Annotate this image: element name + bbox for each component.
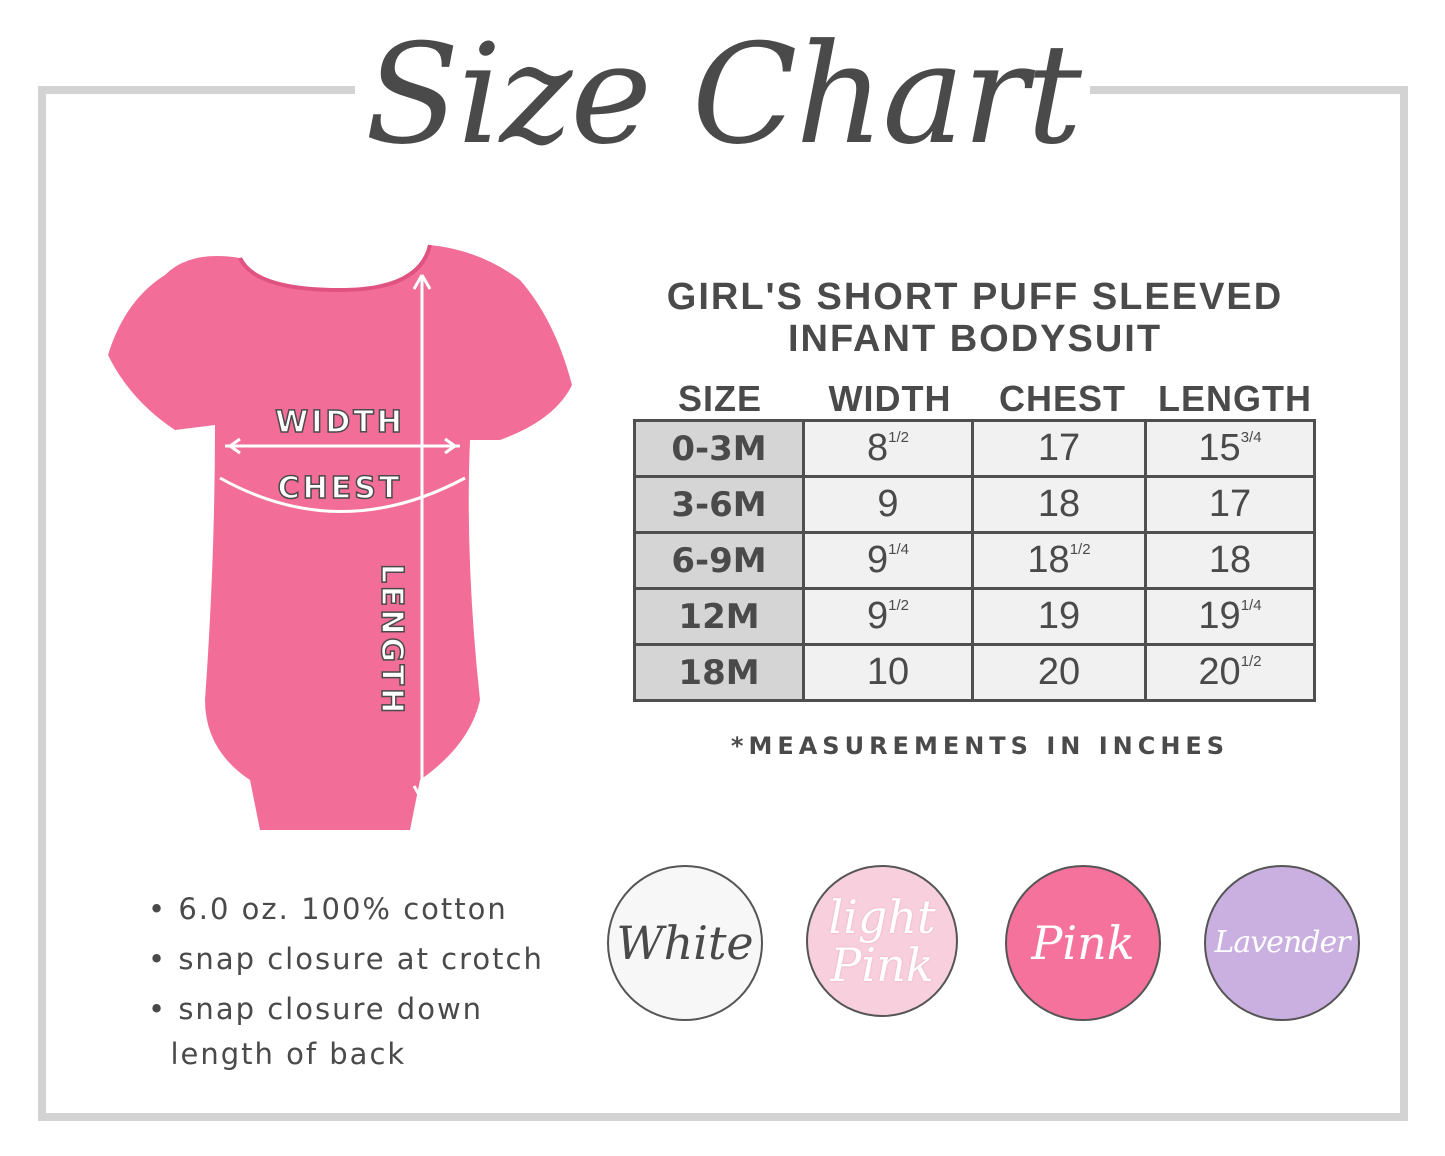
bodysuit-shape <box>108 245 572 830</box>
size-table: 0-3M 81/2 17 153/4 3-6M 9 18 17 6-9M 91/4 181/2 18 1… <box>633 419 1316 702</box>
header-length: LENGTH <box>1158 378 1312 419</box>
width-cell: 9 <box>802 475 974 534</box>
width-cell: 81/2 <box>802 419 974 478</box>
value-whole: 17 <box>1208 483 1252 525</box>
length-label: LENGTH <box>374 564 409 716</box>
feature-item: • snap closure down <box>148 992 484 1026</box>
value-whole: 18 <box>1027 539 1070 581</box>
color-name: Lavender <box>1214 925 1350 960</box>
value-whole: 9 <box>877 483 899 525</box>
color-name: Pink <box>1031 916 1135 970</box>
header-size: SIZE <box>677 378 762 419</box>
table-row: 6-9M 91/4 181/2 18 <box>633 531 1316 590</box>
feature-item: • 6.0 oz. 100% cotton <box>148 892 508 926</box>
product-title-line-2: INFANT BODYSUIT <box>787 318 1163 360</box>
feature-list: • 6.0 oz. 100% cotton • snap closure at … <box>148 884 544 1074</box>
value-whole: 8 <box>867 427 889 469</box>
length-cell: 17 <box>1144 475 1316 534</box>
value-whole: 18 <box>1208 539 1252 581</box>
value-fraction: 1/2 <box>1069 541 1091 558</box>
value-whole: 17 <box>1037 427 1081 469</box>
width-cell: 10 <box>802 643 974 702</box>
width-cell: 91/2 <box>802 587 974 646</box>
page-title: Size Chart <box>364 14 1082 175</box>
product-title-line-1: GIRL'S SHORT PUFF SLEEVED <box>666 276 1284 318</box>
color-name: White <box>616 916 754 970</box>
length-cell: 191/4 <box>1144 587 1316 646</box>
width-label: WIDTH <box>275 405 405 440</box>
table-row: 0-3M 81/2 17 153/4 <box>633 419 1316 478</box>
length-cell: 201/2 <box>1144 643 1316 702</box>
chest-cell: 20 <box>971 643 1147 702</box>
chest-cell: 18 <box>971 475 1147 534</box>
value-whole: 9 <box>867 539 889 581</box>
length-cell: 18 <box>1144 531 1316 590</box>
color-swatch-white[interactable]: White <box>607 865 763 1021</box>
value-fraction: 1/2 <box>1240 653 1262 670</box>
bodysuit-diagram: WIDTH CHEST LENGTH <box>108 244 572 830</box>
color-swatch-pink[interactable]: Pink <box>1005 865 1161 1021</box>
feature-item: • snap closure at crotch <box>148 942 544 976</box>
chest-label: CHEST <box>278 471 403 506</box>
size-cell: 18M <box>633 643 805 702</box>
value-whole: 20 <box>1037 651 1081 693</box>
value-fraction: 3/4 <box>1240 429 1262 446</box>
size-cell: 3-6M <box>633 475 805 534</box>
value-whole: 18 <box>1037 483 1081 525</box>
chest-cell: 181/2 <box>971 531 1147 590</box>
size-cell: 12M <box>633 587 805 646</box>
value-fraction: 1/2 <box>888 597 909 614</box>
value-whole: 19 <box>1198 595 1241 637</box>
value-whole: 9 <box>867 595 889 637</box>
header-chest: CHEST <box>998 378 1126 419</box>
color-swatch-lavender[interactable]: Lavender <box>1204 865 1360 1021</box>
value-fraction: 1/2 <box>888 429 909 446</box>
value-whole: 10 <box>866 651 910 693</box>
color-swatch-light-pink[interactable]: light Pink <box>806 865 958 1017</box>
value-whole: 15 <box>1198 427 1241 469</box>
table-row: 12M 91/2 19 191/4 <box>633 587 1316 646</box>
feature-item-continued: length of back <box>170 1037 407 1071</box>
length-cell: 153/4 <box>1144 419 1316 478</box>
width-cell: 91/4 <box>802 531 974 590</box>
value-whole: 19 <box>1037 595 1081 637</box>
value-whole: 20 <box>1198 651 1241 693</box>
size-cell: 0-3M <box>633 419 805 478</box>
table-row: 18M 10 20 201/2 <box>633 643 1316 702</box>
table-row: 3-6M 9 18 17 <box>633 475 1316 534</box>
chest-cell: 19 <box>971 587 1147 646</box>
value-fraction: 1/4 <box>1240 597 1262 614</box>
value-fraction: 1/4 <box>888 541 909 558</box>
measurement-note: *MEASUREMENTS IN INCHES <box>730 732 1230 760</box>
chest-cell: 17 <box>971 419 1147 478</box>
title-gap <box>355 80 1090 100</box>
header-width: WIDTH <box>828 378 952 419</box>
size-cell: 6-9M <box>633 531 805 590</box>
color-name: light Pink <box>828 890 936 992</box>
